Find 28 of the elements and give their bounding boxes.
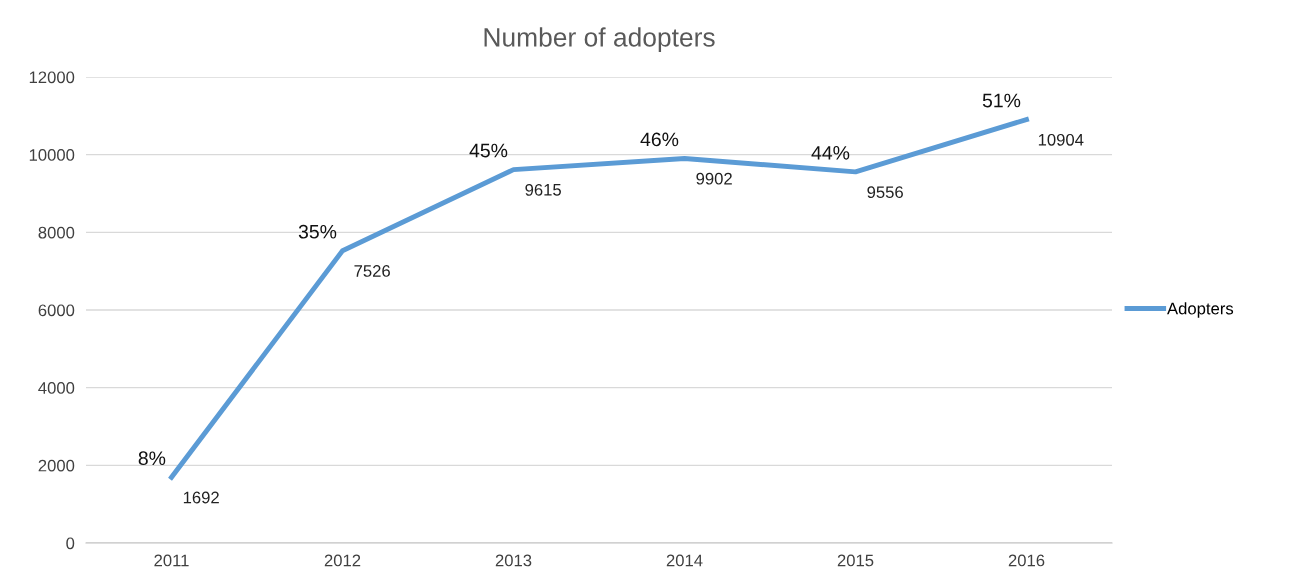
y-tick-label: 2000 <box>38 459 75 472</box>
y-tick-label: 12000 <box>29 71 75 84</box>
x-tick-label: 2015 <box>837 554 874 567</box>
y-tick-label: 0 <box>66 537 75 550</box>
data-label: 1692 <box>183 491 219 504</box>
y-tick-label: 4000 <box>38 382 75 394</box>
x-tick-label: 2013 <box>495 554 532 567</box>
x-tick-label: 2014 <box>666 554 703 567</box>
annotation: 51% <box>982 93 1021 108</box>
annotation: 44% <box>811 146 850 160</box>
line-series <box>169 117 1029 480</box>
legend-label: Adopters <box>1167 302 1234 318</box>
x-tick-label: 2012 <box>324 554 361 567</box>
y-tick-label: 10000 <box>29 149 75 161</box>
annotation: 46% <box>640 132 679 147</box>
data-label: 9615 <box>525 183 561 196</box>
data-label: 7526 <box>354 265 390 277</box>
chart-title: Number of adopters <box>484 27 715 52</box>
annotation: 45% <box>469 143 508 158</box>
x-tick-label: 2016 <box>1008 554 1045 567</box>
annotation: 8% <box>138 451 166 466</box>
annotation: 35% <box>298 224 337 239</box>
data-label: 9556 <box>867 186 903 199</box>
data-label: 9902 <box>696 172 732 185</box>
y-tick-label: 8000 <box>38 226 75 239</box>
y-tick-label: 6000 <box>38 304 75 317</box>
x-tick-label: 2011 <box>154 554 189 567</box>
data-label: 10904 <box>1038 133 1084 146</box>
